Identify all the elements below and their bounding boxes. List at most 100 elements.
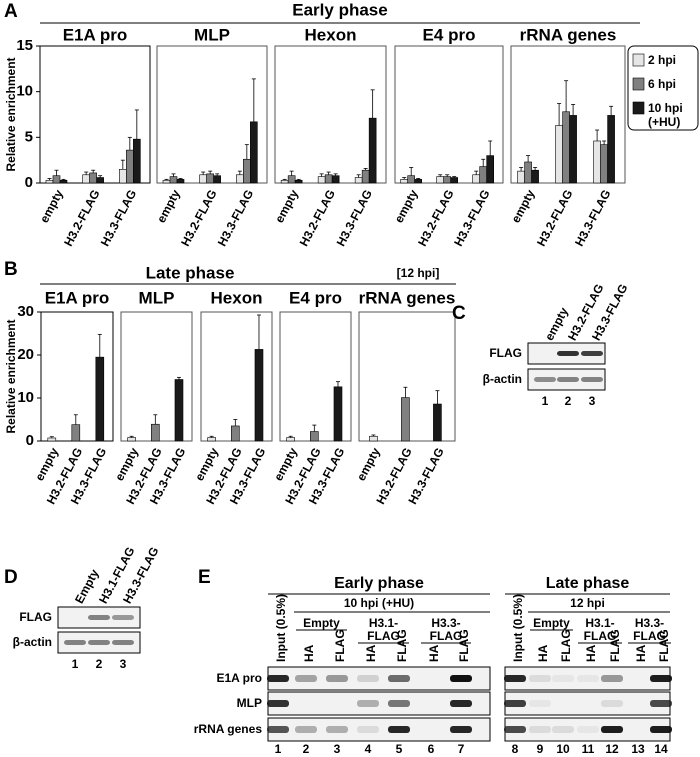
blot-band xyxy=(450,700,472,707)
blot-band xyxy=(88,640,110,645)
phase-subtitle: 12 hpi xyxy=(570,596,605,610)
blot-band xyxy=(650,675,672,682)
lane-label: HA xyxy=(536,644,550,662)
lane-number: 1 xyxy=(72,657,79,671)
bar xyxy=(354,177,363,184)
bar xyxy=(127,437,136,442)
lane-number: 9 xyxy=(537,742,544,756)
blot-band xyxy=(557,351,579,356)
bar xyxy=(174,379,184,442)
blot-band xyxy=(552,675,574,682)
bar xyxy=(436,176,445,184)
x-tick-label: H3.3-FLAG xyxy=(98,187,139,248)
bar xyxy=(593,140,601,184)
group-label: H3.1- xyxy=(369,616,398,630)
x-tick-label: H3.2-FLAG xyxy=(178,187,219,248)
blot-band xyxy=(601,726,623,733)
lane-number: 4 xyxy=(365,742,372,756)
blot-band xyxy=(504,700,526,707)
facet-title: E4 pro xyxy=(289,288,342,307)
blot-band xyxy=(529,675,551,682)
blot-band xyxy=(112,640,134,645)
group-label: FLAG xyxy=(367,629,400,643)
legend-swatch xyxy=(632,101,645,115)
bar xyxy=(231,425,240,442)
bar xyxy=(569,115,577,184)
blot-band xyxy=(388,675,410,682)
bar xyxy=(206,173,214,184)
y-axis-label: Relative enrichment xyxy=(4,319,18,433)
bar xyxy=(369,435,378,442)
lane-number: 14 xyxy=(654,742,668,756)
bar xyxy=(47,437,57,442)
bar xyxy=(524,161,532,184)
blot-band xyxy=(64,640,86,645)
bar xyxy=(433,403,442,442)
blot-band xyxy=(529,700,551,707)
blot-band xyxy=(529,726,551,733)
lane-label: HA xyxy=(302,644,316,662)
x-tick-label: empty xyxy=(509,187,538,225)
bar xyxy=(236,174,244,184)
bar xyxy=(486,155,495,184)
lane-number: 2 xyxy=(96,657,103,671)
lane-label: HA xyxy=(364,644,378,662)
bar xyxy=(607,115,615,184)
row-label: FLAG xyxy=(19,610,52,624)
blot-band xyxy=(534,377,556,382)
bar xyxy=(82,174,90,184)
group-label: H3.1- xyxy=(585,616,614,630)
lane-label: FLAG xyxy=(559,629,573,662)
blot-band xyxy=(552,726,574,733)
phase-subtitle: 10 hpi (+HU) xyxy=(344,596,414,610)
lane-number: 2 xyxy=(565,394,572,408)
bar xyxy=(331,175,340,184)
bar xyxy=(531,169,539,184)
annotation: [12 hpi] xyxy=(397,266,440,280)
facet-title: rRNA genes xyxy=(359,288,456,307)
bar xyxy=(45,179,54,184)
x-tick-label: H3.3-FLAG xyxy=(215,187,256,248)
lane-label: FLAG xyxy=(395,629,409,662)
bar xyxy=(71,424,81,442)
blot-band xyxy=(650,700,672,707)
facet-title: MLP xyxy=(139,288,175,307)
y-tick-label: 15 xyxy=(16,37,33,54)
blot-band xyxy=(650,726,672,733)
bar xyxy=(250,121,258,184)
blot-band xyxy=(450,726,472,733)
y-tick-label: 20 xyxy=(17,346,34,363)
lane-number: 3 xyxy=(334,742,341,756)
lane-number: 1 xyxy=(275,742,282,756)
lane-number: 3 xyxy=(589,394,596,408)
panel-letter: D xyxy=(4,567,18,588)
lane-label: FLAG xyxy=(608,629,622,662)
row-label: MLP xyxy=(237,696,262,710)
y-tick-label: 10 xyxy=(17,389,34,406)
legend-swatch xyxy=(632,53,645,67)
panel-letter: C xyxy=(452,303,466,324)
bar xyxy=(450,177,459,184)
blot-band xyxy=(357,675,379,682)
panel-title: Late phase xyxy=(146,263,235,282)
lane-label: FLAG xyxy=(657,629,671,662)
blot-band xyxy=(504,726,526,733)
x-tick-label: H3.3-FLAG xyxy=(572,187,613,248)
x-tick-label: empty xyxy=(154,187,183,225)
panel-letter: B xyxy=(4,259,18,280)
blot-band xyxy=(581,377,603,382)
lane-number: 12 xyxy=(605,742,619,756)
legend-label: 10 hpi (+HU) xyxy=(648,101,683,129)
blot-band xyxy=(357,726,379,733)
blot-band xyxy=(577,726,599,733)
group-label: Empty xyxy=(303,616,340,630)
blot-band xyxy=(88,615,110,620)
y-tick-label: 0 xyxy=(25,174,33,191)
blot-band xyxy=(112,615,134,620)
bar xyxy=(407,175,416,184)
bar xyxy=(89,172,97,184)
group-label: H3.3- xyxy=(635,616,664,630)
blot-band xyxy=(388,700,410,707)
